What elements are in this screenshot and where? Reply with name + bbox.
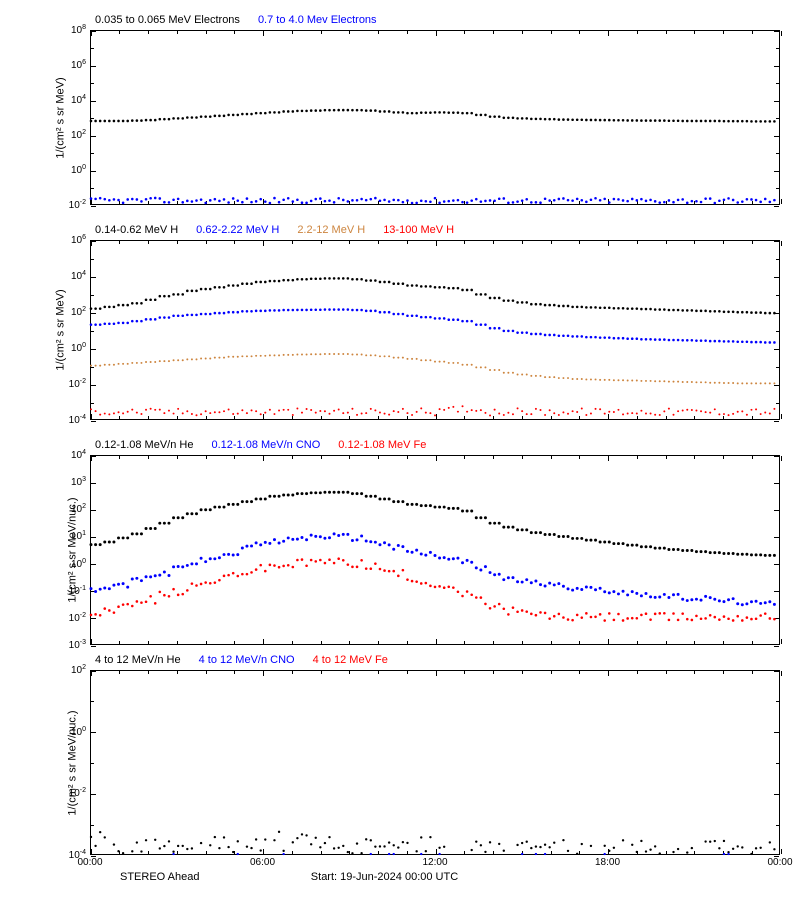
ytick-label: 102 [71, 664, 86, 676]
legend-item: 4 to 12 MeV/n CNO [199, 654, 295, 666]
ytick-label: 10-2 [69, 612, 86, 624]
ytick-label: 100 [71, 164, 86, 176]
ytick-label: 10-1 [69, 585, 86, 597]
legend-item: 2.2-12 MeV H [297, 224, 365, 236]
data-layer [91, 671, 779, 854]
plot-area [90, 670, 780, 855]
data-layer [91, 456, 779, 644]
xtick-label: 18:00 [595, 857, 620, 868]
plot-area [90, 240, 780, 420]
legend-item: 0.035 to 0.065 MeV Electrons [95, 14, 240, 26]
ytick-label: 104 [71, 270, 86, 282]
ytick-label: 10-2 [69, 199, 86, 211]
ytick-label: 10-2 [69, 378, 86, 390]
panel-legend: 0.12-1.08 MeV/n He 0.12-1.08 MeV/n CNO 0.1… [95, 439, 444, 451]
ytick-label: 100 [71, 342, 86, 354]
data-layer [91, 31, 779, 204]
xtick-label: 12:00 [422, 857, 447, 868]
ytick-label: 103 [71, 476, 86, 488]
legend-item: 0.12-1.08 MeV/n CNO [211, 439, 320, 451]
panel-legend: 4 to 12 MeV/n He 4 to 12 MeV/n CNO 4 to 12… [95, 654, 406, 666]
data-layer [91, 241, 779, 419]
ytick-label: 108 [71, 24, 86, 36]
ytick-label: 102 [71, 306, 86, 318]
ytick-label: 101 [71, 530, 86, 542]
plot-area [90, 30, 780, 205]
xtick-label: 00:00 [77, 857, 102, 868]
ytick-label: 104 [71, 449, 86, 461]
panel-legend: 0.14-0.62 MeV H 0.62-2.22 MeV H 2.2-12 MeV… [95, 224, 472, 236]
y-axis-label: 1/(cm² s sr MeV) [55, 289, 67, 370]
legend-item: 4 to 12 MeV/n He [95, 654, 181, 666]
ytick-label: 106 [71, 234, 86, 246]
legend-item: 0.12-1.08 MeV Fe [338, 439, 426, 451]
footer-source-label: STEREO Ahead [120, 871, 200, 883]
xtick-label: 00:00 [767, 857, 792, 868]
legend-item: 0.14-0.62 MeV H [95, 224, 178, 236]
ytick-label: 102 [71, 503, 86, 515]
chart-panel-0: 0.035 to 0.065 MeV Electrons0.7 to 4.0 M… [90, 30, 780, 205]
ytick-label: 100 [71, 725, 86, 737]
legend-item: 13-100 MeV H [383, 224, 454, 236]
footer-start-time-label: Start: 19-Jun-2024 00:00 UTC [311, 871, 458, 883]
ytick-label: 10-2 [69, 787, 86, 799]
ytick-label: 10-3 [69, 639, 86, 651]
legend-item: 0.62-2.22 MeV H [196, 224, 279, 236]
ytick-label: 102 [71, 129, 86, 141]
y-axis-label: 1/(cm² s sr MeV) [55, 77, 67, 158]
ytick-label: 100 [71, 557, 86, 569]
ytick-label: 104 [71, 94, 86, 106]
chart-panel-2: 0.12-1.08 MeV/n He0.12-1.08 MeV/n CNO0.1… [90, 455, 780, 645]
panel-legend: 0.035 to 0.065 MeV Electrons 0.7 to 4.0 M… [95, 14, 395, 26]
legend-item: 0.7 to 4.0 Mev Electrons [258, 14, 377, 26]
chart-panel-1: 0.14-0.62 MeV H0.62-2.22 MeV H2.2-12 MeV… [90, 240, 780, 420]
plot-area [90, 455, 780, 645]
ytick-label: 106 [71, 59, 86, 71]
legend-item: 4 to 12 MeV Fe [313, 654, 388, 666]
legend-item: 0.12-1.08 MeV/n He [95, 439, 193, 451]
chart-panel-3: 4 to 12 MeV/n He4 to 12 MeV/n CNO4 to 12… [90, 670, 780, 855]
xtick-label: 06:00 [250, 857, 275, 868]
figure-container: 0.035 to 0.065 MeV Electrons 0.7 to 4.0 M… [0, 0, 800, 900]
ytick-label: 10-4 [69, 414, 86, 426]
